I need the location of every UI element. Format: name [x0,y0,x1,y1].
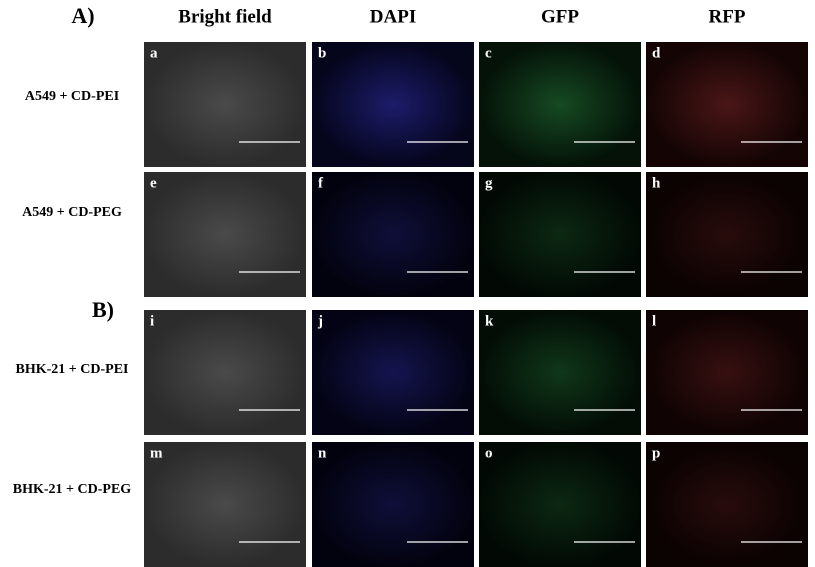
micrograph-dim [312,310,474,435]
panel-letter: n [318,445,327,461]
micrograph-dim [646,442,808,567]
panel-letter: c [485,45,492,61]
panel-letter: i [150,313,154,329]
micrograph-dim [479,310,641,435]
micrograph-dim [312,442,474,567]
micrograph [479,42,641,167]
section-label: B) [92,297,114,322]
micrograph [479,310,641,435]
panel-letter: m [150,445,163,461]
micrograph-dim [646,310,808,435]
panel-letter: k [485,313,494,329]
micrograph [312,442,474,567]
panel-letter: g [485,175,493,191]
micrograph [479,442,641,567]
micrograph-dim [479,172,641,297]
column-header: GFP [541,6,579,27]
panel-letter: d [652,45,661,61]
column-header: RFP [709,6,746,27]
row-label: A549 + CD-PEI [25,89,119,104]
row-label: BHK-21 + CD-PEG [13,482,132,497]
micrograph [144,310,306,435]
panel-letter: j [317,313,323,329]
micrograph [312,42,474,167]
column-header: Bright field [178,6,272,27]
panel-letter: p [652,445,660,461]
panel-letter: h [652,175,661,191]
micrograph [312,310,474,435]
micrograph [144,442,306,567]
micrograph-dim [646,172,808,297]
panel-letter: o [485,445,493,461]
micrograph [646,442,808,567]
column-header: DAPI [370,6,416,27]
row-label: BHK-21 + CD-PEI [16,362,129,377]
panel-letter: b [318,45,326,61]
micrograph-dim [312,172,474,297]
micrograph [479,172,641,297]
micrograph [144,42,306,167]
panel-letter: l [652,313,656,329]
panel-letter: a [150,45,158,61]
micrograph [144,172,306,297]
micrograph-dim [479,442,641,567]
panel-letter: e [150,175,157,191]
micrograph [312,172,474,297]
micrograph [646,42,808,167]
micrograph [646,310,808,435]
row-label: A549 + CD-PEG [22,205,122,220]
section-label: A) [71,3,94,28]
micrograph [646,172,808,297]
panel-letter: f [318,175,324,191]
